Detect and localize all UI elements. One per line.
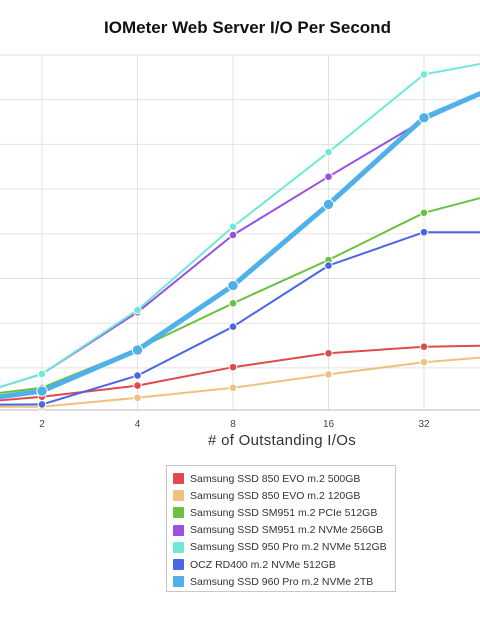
legend-item: Samsung SSD SM951 m.2 PCIe 512GB <box>173 504 395 521</box>
legend-swatch <box>173 524 184 536</box>
legend-label: OCZ RD400 m.2 NVMe 512GB <box>190 558 336 571</box>
data-point <box>418 112 430 124</box>
series <box>0 90 480 400</box>
legend-label: Samsung SSD 850 EVO m.2 120GB <box>190 489 361 502</box>
legend-swatch <box>173 541 184 553</box>
legend-label: Samsung SSD SM951 m.2 NVMe 256GB <box>190 524 384 537</box>
legend-item: OCZ RD400 m.2 NVMe 512GB <box>173 556 395 573</box>
data-point <box>133 371 142 380</box>
data-point <box>227 279 239 292</box>
legend-item: Samsung SSD 850 EVO m.2 500GB <box>173 470 395 487</box>
data-point <box>228 383 238 393</box>
data-point <box>133 393 142 403</box>
data-point <box>419 70 429 79</box>
data-point <box>419 357 429 367</box>
data-point <box>324 147 333 157</box>
data-point <box>228 230 238 240</box>
data-point <box>322 198 335 211</box>
series <box>0 227 480 409</box>
data-point <box>131 344 144 356</box>
data-point <box>228 362 238 372</box>
data-point <box>324 349 333 358</box>
legend-item: Samsung SSD SM951 m.2 NVMe 256GB <box>173 522 395 539</box>
data-point <box>37 369 47 379</box>
legend-swatch <box>173 490 184 502</box>
x-tick-label: 8 <box>230 419 236 430</box>
x-tick-label: 2 <box>39 419 45 430</box>
legend: Samsung SSD 850 EVO m.2 500GB Samsung SSD… <box>166 465 396 592</box>
legend-swatch <box>173 576 184 588</box>
x-tick-label: 16 <box>323 419 335 430</box>
chart-title: IOMeter Web Server I/O Per Second <box>104 18 391 37</box>
legend-swatch <box>173 473 184 485</box>
legend-swatch <box>173 507 184 519</box>
x-tick-label: 32 <box>418 419 430 430</box>
series <box>0 63 480 389</box>
data-point <box>324 172 333 181</box>
data-point <box>228 299 238 308</box>
series <box>0 356 480 412</box>
legend-label: Samsung SSD SM951 m.2 PCIe 512GB <box>190 506 378 519</box>
x-tick-label: 4 <box>135 419 141 430</box>
data-point <box>228 322 238 332</box>
legend-label: Samsung SSD 850 EVO m.2 500GB <box>190 472 361 485</box>
data-point <box>419 208 429 218</box>
legend-label: Samsung SSD 950 Pro m.2 NVMe 512GB <box>190 541 387 554</box>
data-point <box>324 370 333 379</box>
x-axis-label: # of Outstanding I/Os <box>207 432 357 449</box>
data-point <box>419 227 429 237</box>
legend-label: Samsung SSD 960 Pro m.2 NVMe 2TB <box>190 575 374 588</box>
legend-item: Samsung SSD 950 Pro m.2 NVMe 512GB <box>173 539 395 556</box>
data-point <box>324 261 333 270</box>
legend-item: Samsung SSD 850 EVO m.2 120GB <box>173 487 395 504</box>
data-point <box>133 381 142 390</box>
data-point <box>419 342 429 352</box>
legend-swatch <box>173 559 184 571</box>
data-point <box>37 400 47 409</box>
data-point <box>36 385 48 397</box>
data-point <box>133 305 142 315</box>
data-point <box>228 222 238 231</box>
legend-item: Samsung SSD 960 Pro m.2 NVMe 2TB <box>173 573 395 590</box>
